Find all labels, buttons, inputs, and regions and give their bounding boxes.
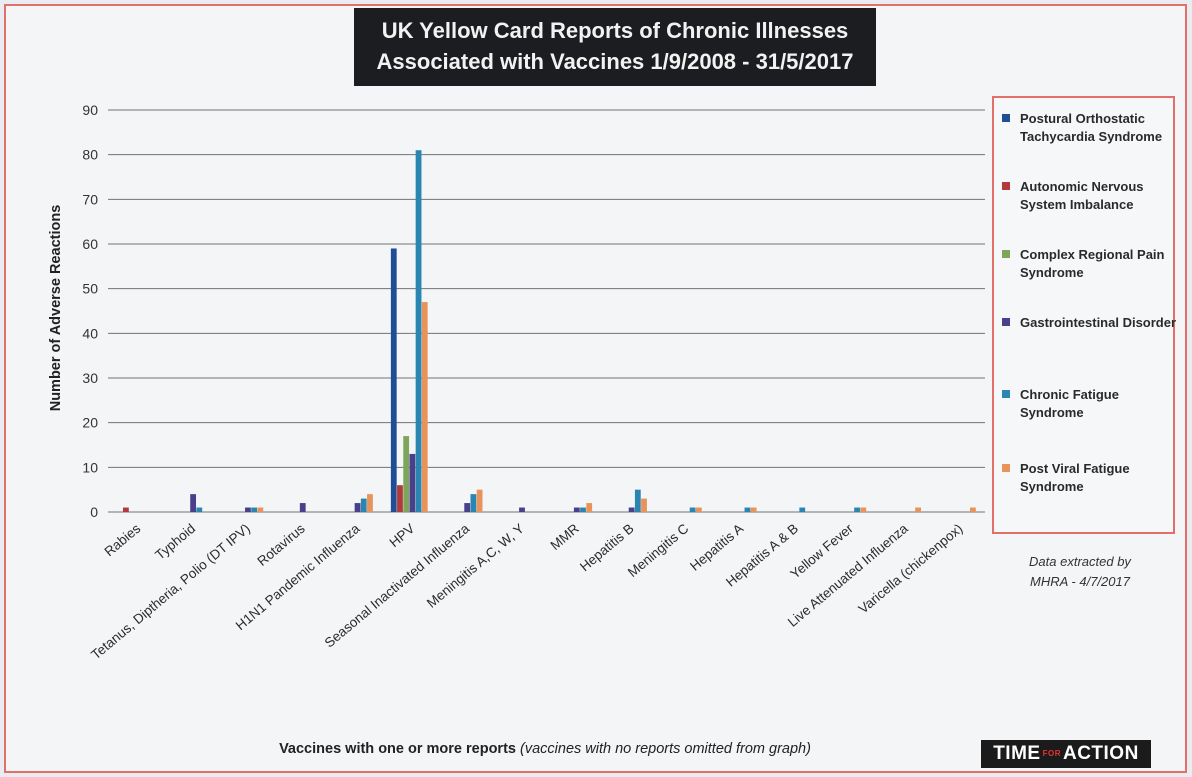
x-tick-label: HPV bbox=[386, 521, 417, 550]
legend: Postural Orthostatic Tachycardia Syndrom… bbox=[992, 96, 1176, 534]
bar bbox=[586, 503, 593, 512]
chart-title: UK Yellow Card Reports of Chronic Illnes… bbox=[354, 8, 876, 86]
y-axis-label: Number of Adverse Reactions bbox=[48, 204, 64, 412]
bar bbox=[123, 507, 129, 512]
bar bbox=[854, 507, 860, 512]
bar bbox=[409, 453, 416, 512]
logo-word-action: ACTION bbox=[1062, 743, 1139, 765]
legend-swatch bbox=[1002, 464, 1010, 472]
x-tick-label: Rotavirus bbox=[254, 521, 308, 569]
data-source-note-line-1: Data extracted by bbox=[1029, 554, 1131, 569]
bar bbox=[628, 507, 635, 512]
bar bbox=[860, 507, 867, 512]
y-tick-label: 40 bbox=[82, 325, 98, 341]
y-tick-label: 30 bbox=[82, 370, 98, 386]
bar bbox=[421, 302, 428, 512]
y-tick-label: 90 bbox=[82, 102, 98, 118]
bar bbox=[354, 503, 361, 512]
bar bbox=[519, 507, 525, 512]
bar bbox=[367, 494, 373, 512]
x-tick-label: MMR bbox=[547, 521, 582, 553]
logo-word-time: TIME bbox=[993, 743, 1041, 765]
bar bbox=[470, 494, 477, 512]
bar bbox=[245, 507, 251, 512]
bar bbox=[251, 507, 258, 512]
legend-label: Autonomic Nervous System Imbalance bbox=[1020, 179, 1144, 212]
bar bbox=[689, 507, 696, 512]
y-tick-label: 70 bbox=[82, 191, 98, 207]
gridlines bbox=[108, 109, 985, 513]
legend-swatch bbox=[1002, 250, 1010, 258]
bar bbox=[464, 503, 471, 512]
legend-label: Chronic Fatigue Syndrome bbox=[1020, 387, 1119, 420]
bar bbox=[573, 507, 580, 512]
y-tick-label: 10 bbox=[82, 459, 98, 475]
x-tick-label: Typhoid bbox=[152, 521, 198, 563]
bar bbox=[641, 498, 647, 512]
bar bbox=[403, 436, 410, 512]
data-source-note: Data extracted by MHRA - 4/7/2017 bbox=[1000, 552, 1160, 592]
y-tick-labels: 0 10 20 30 40 50 60 70 80 90 bbox=[82, 102, 98, 520]
x-tick-label: Meningitis A,C, W, Y bbox=[424, 521, 527, 611]
y-tick-label: 60 bbox=[82, 236, 98, 252]
chart-title-line-1: UK Yellow Card Reports of Chronic Illnes… bbox=[381, 18, 849, 43]
bar bbox=[257, 507, 264, 512]
bar bbox=[476, 489, 483, 512]
legend-label: Complex Regional Pain Syndrome bbox=[1020, 247, 1165, 280]
bar bbox=[580, 507, 586, 512]
chart-title-line-2: Associated with Vaccines 1/9/2008 - 31/5… bbox=[376, 49, 854, 74]
bar bbox=[799, 507, 806, 512]
y-tick-label: 80 bbox=[82, 147, 98, 163]
bar bbox=[750, 507, 757, 512]
bar bbox=[415, 150, 422, 512]
y-tick-label: 20 bbox=[82, 415, 98, 431]
x-tick-label: Meningitis C bbox=[625, 521, 692, 580]
logo-word-for: FOR bbox=[1042, 749, 1061, 758]
y-tick-label: 50 bbox=[82, 281, 98, 297]
bars bbox=[123, 150, 976, 512]
bar bbox=[695, 507, 702, 512]
legend-label: Postural Orthostatic Tachycardia Syndrom… bbox=[1020, 111, 1163, 144]
legend-swatch bbox=[1002, 182, 1010, 190]
x-tick-label: Rabies bbox=[101, 521, 143, 560]
x-axis-label-note: (vaccines with no reports omitted from g… bbox=[520, 741, 811, 757]
legend-swatch bbox=[1002, 114, 1010, 122]
legend-label: Post Viral Fatigue Syndrome bbox=[1020, 461, 1130, 494]
bar bbox=[190, 494, 197, 512]
bar bbox=[390, 248, 397, 512]
time-for-action-logo: TIME FOR ACTION bbox=[981, 740, 1151, 768]
legend-swatch bbox=[1002, 318, 1010, 326]
x-axis-label: Vaccines with one or more reports (vacci… bbox=[120, 741, 970, 757]
bar bbox=[360, 498, 367, 512]
bar bbox=[915, 507, 921, 512]
bar bbox=[397, 485, 403, 512]
bar bbox=[969, 507, 976, 512]
bar bbox=[196, 507, 203, 512]
chart-paper bbox=[4, 4, 1187, 773]
legend-label: Gastrointestinal Disorder bbox=[1020, 315, 1177, 330]
x-axis-label-main: Vaccines with one or more reports bbox=[279, 741, 516, 757]
data-source-note-line-2: MHRA - 4/7/2017 bbox=[1030, 574, 1130, 589]
bar bbox=[744, 507, 751, 512]
bar bbox=[299, 503, 306, 512]
x-tick-label: Varicella (chickenpox) bbox=[855, 521, 965, 617]
y-tick-label: 0 bbox=[90, 504, 98, 520]
legend-swatch bbox=[1002, 390, 1010, 398]
bar bbox=[634, 489, 641, 512]
